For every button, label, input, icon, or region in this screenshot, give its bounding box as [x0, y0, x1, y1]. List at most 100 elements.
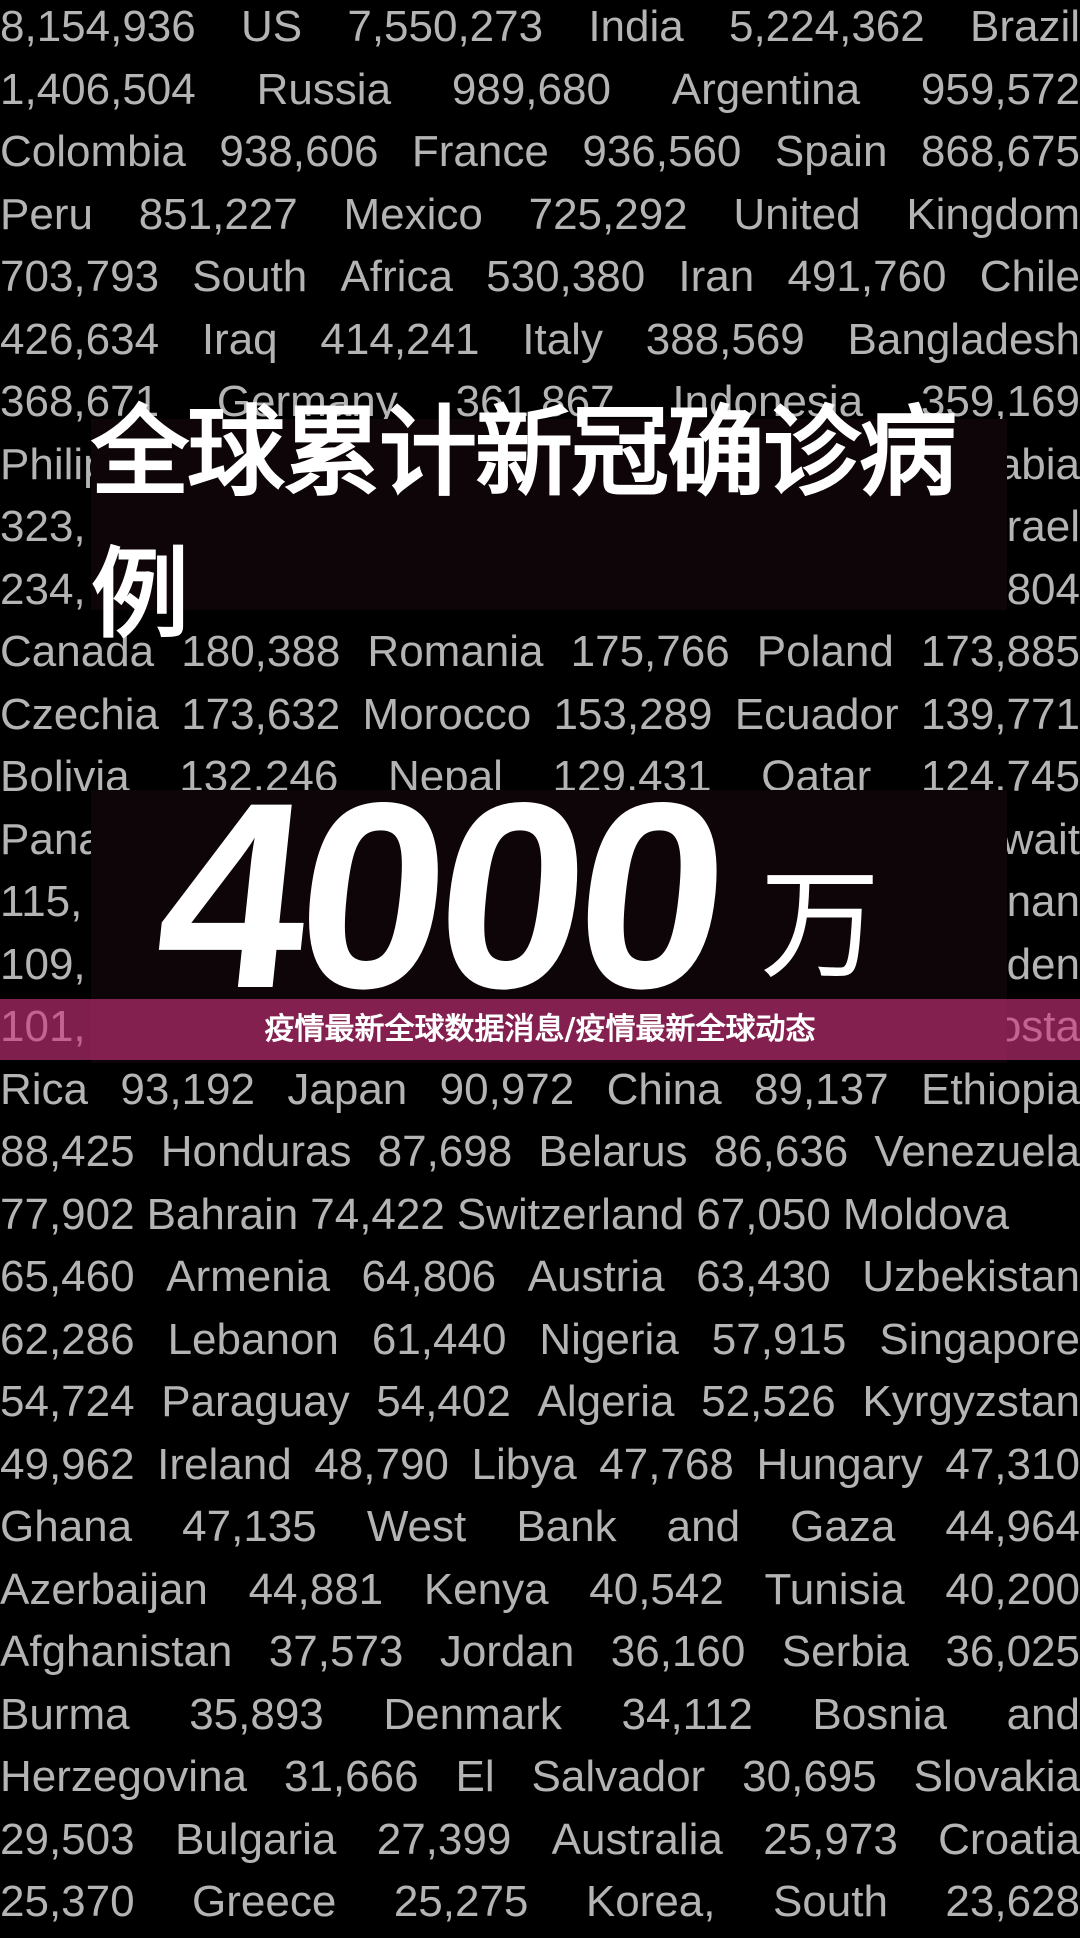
background-word: Salvador — [531, 1752, 706, 1801]
background-word: 37,573 — [268, 1627, 404, 1676]
background-word: Jordan — [439, 1627, 575, 1676]
background-word: 74,422 — [310, 1189, 445, 1239]
background-row: 29,503 Bulgaria 27,399 Australia 25,973 Croat… — [0, 1813, 1080, 1876]
background-word: 139,771 — [920, 689, 1080, 739]
background-word: 57,915 — [711, 1314, 847, 1364]
background-row: 323, rael — [0, 500, 1080, 563]
background-word: Pana — [0, 814, 103, 864]
headline: 全球累计新冠确诊病例 — [91, 395, 957, 652]
background-row: 234, 804 — [0, 563, 1080, 626]
background-row: 703,793 South Africa 530,380 Iran 491,760 Chil… — [0, 250, 1080, 313]
background-word: den — [1006, 939, 1080, 989]
background-word: 234, — [0, 564, 86, 614]
background-word: wait — [1001, 814, 1080, 864]
background-word: 361,867 — [455, 377, 615, 426]
background-word: Greece — [192, 1877, 337, 1926]
background-word: India — [588, 2, 684, 51]
background-word: Peru — [0, 189, 93, 239]
background-word: 804 — [1006, 564, 1080, 614]
background-word: 359,169 — [920, 377, 1080, 426]
background-row: 109, den — [0, 938, 1080, 1001]
background-word: US — [240, 2, 303, 51]
background-word: 959,572 — [920, 64, 1080, 114]
background-word: Australia — [551, 1814, 723, 1864]
background-word: 77,902 — [0, 1189, 135, 1239]
background-word: and — [1006, 1689, 1080, 1739]
background-word: 1,406,504 — [0, 64, 196, 114]
background-row: Peru 851,227 Mexico 725,292 United Kingdom — [0, 188, 1080, 251]
background-word: 35,893 — [189, 1689, 324, 1739]
background-word: Algeria — [537, 1377, 675, 1426]
background-word: Chile — [979, 252, 1080, 301]
background-row: Colombia 938,606 France 936,560 Spain 868,675 — [0, 125, 1080, 188]
background-word: Ghana — [0, 1502, 133, 1551]
background-word: 62,286 — [0, 1314, 135, 1364]
background-word: 989,680 — [451, 64, 611, 114]
background-word: Nigeria — [539, 1314, 679, 1364]
background-word: Mexico — [343, 189, 483, 239]
background-word: 63,430 — [696, 1252, 831, 1301]
background-word: Libya — [471, 1439, 577, 1489]
background-word: and — [666, 1502, 741, 1551]
background-word: Ecuador — [734, 689, 899, 739]
background-word: Paraguay — [161, 1377, 350, 1426]
background-row: 426,634 Iraq 414,241 Italy 388,569 Bangladesh — [0, 313, 1080, 376]
background-word: 530,380 — [486, 252, 646, 301]
background-word: 414,241 — [320, 314, 480, 364]
background-word: Armenia — [166, 1252, 330, 1301]
background-word: Czechia — [0, 689, 159, 739]
background-word: Ireland — [157, 1439, 292, 1489]
background-row: Rica 93,192 Japan 90,972 China 89,137 Ethiopia — [0, 1063, 1080, 1126]
background-row: 62,286 Lebanon 61,440 Nigeria 57,915 Singapor… — [0, 1313, 1080, 1376]
background-row: Czechia 173,632 Morocco 153,289 Ecuador 139,7… — [0, 688, 1080, 751]
background-word: 40,200 — [945, 1564, 1080, 1614]
background-word: United — [733, 189, 861, 239]
background-word: 54,402 — [376, 1377, 511, 1426]
big-number: 4000 — [144, 748, 734, 1044]
background-word: 65,460 — [0, 1252, 135, 1301]
background-word: 8,154,936 — [0, 2, 196, 51]
background-word: 323, — [0, 502, 86, 551]
background-word: Kingdom — [906, 189, 1080, 239]
background-word: 49,962 — [0, 1439, 135, 1489]
background-word: nan — [1006, 877, 1080, 926]
background-word: Rica — [0, 1064, 89, 1114]
background-word: South — [772, 1877, 888, 1926]
background-word: 29,503 — [0, 1814, 135, 1864]
background-word: Philip — [0, 439, 108, 489]
background-word: Moldova — [842, 1189, 1010, 1239]
background-row: 54,724 Paraguay 54,402 Algeria 52,526 Kyrgyzs… — [0, 1375, 1080, 1438]
background-word: 936,560 — [582, 127, 742, 176]
background-word: 153,289 — [553, 689, 713, 739]
background-word: Singapore — [879, 1314, 1080, 1364]
background-word: 175,766 — [570, 627, 730, 676]
background-word: 109, — [0, 939, 86, 989]
background-row: 88,425 Honduras 87,698 Belarus 86,636 Venezue… — [0, 1125, 1080, 1188]
background-word: Lebanon — [167, 1314, 339, 1364]
background-word: 36,025 — [945, 1627, 1080, 1676]
background-word: 30,695 — [742, 1752, 877, 1801]
background-word: Kyrgyzstan — [862, 1377, 1080, 1426]
caption-text: 疫情最新全球数据消息/疫情最新全球动态 — [264, 1011, 816, 1047]
background-word: Poland — [756, 627, 894, 676]
background-word: Indonesia — [672, 377, 864, 426]
background-word: 173,632 — [181, 689, 341, 739]
background-word: Bahrain — [146, 1189, 299, 1239]
background-word: 47,135 — [182, 1502, 317, 1551]
background-word: Bosnia — [812, 1689, 947, 1739]
background-word: Serbia — [781, 1627, 909, 1676]
background-word: Ethiopia — [920, 1064, 1080, 1114]
background-word: Venezuela — [874, 1127, 1080, 1176]
background-word: 115, — [0, 877, 83, 926]
background-word: Iraq — [201, 314, 278, 364]
background-word: 27,399 — [376, 1814, 512, 1864]
background-word: Spain — [774, 127, 888, 176]
background-word: Romania — [367, 627, 544, 676]
background-row: Canada 180,388 Romania 175,766 Poland 173,885 — [0, 625, 1080, 688]
background-word: Croatia — [938, 1814, 1080, 1864]
background-word: Hungary — [756, 1439, 923, 1489]
background-row: Herzegovina 31,666 El Salvador 30,695 Slovaki… — [0, 1750, 1080, 1813]
background-word: 5,224,362 — [728, 2, 925, 51]
headline-box: 全球累计新冠确诊病例 — [91, 396, 1007, 652]
